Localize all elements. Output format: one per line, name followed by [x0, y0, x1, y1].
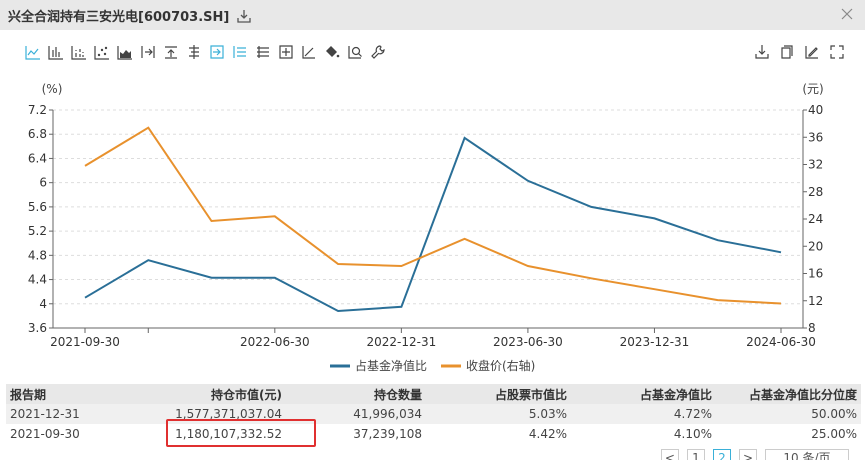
page-size-select[interactable]: 10 条/页 [765, 449, 849, 460]
cell-report-date: 2021-12-31 [6, 404, 126, 424]
cell-nav-ratio: 4.10% [571, 424, 716, 444]
download-icon[interactable] [237, 8, 251, 23]
y-right-tick-label: 32 [808, 158, 823, 172]
holdings-table: 报告期 持仓市值(元) 持仓数量 占股票市值比 占基金净值比 占基金净值比分位度… [6, 384, 861, 444]
align-top-icon[interactable] [162, 44, 179, 61]
series-line [84, 126, 782, 305]
cell-market-value: 1,180,107,332.52 [126, 424, 286, 444]
save-download-icon[interactable] [753, 44, 770, 61]
cell-market-value: 1,577,371,037.04 [126, 404, 286, 424]
fullscreen-icon[interactable] [828, 44, 845, 61]
y-tick-label: 4 [39, 297, 47, 311]
x-tick-label: 2023-12-31 [620, 335, 690, 349]
cell-nav-percentile: 25.00% [716, 424, 861, 444]
y-axis-label: (%) [42, 82, 63, 96]
bar-chart-icon[interactable] [47, 44, 64, 61]
legend-label: 占基金净值比 [355, 358, 427, 373]
y-right-tick-label: 24 [808, 212, 823, 226]
line-chart: 7.2 6.8 6.4 6 5.6 5.2 4.8 4.4 4 3.6 40 36 32 28 24 20 16… [28, 82, 824, 373]
legend-label: 收盘价(右轴) [466, 358, 535, 373]
y-right-tick-label: 12 [808, 294, 823, 308]
page-1-button[interactable]: 1 [686, 449, 705, 460]
list-active-icon[interactable] [231, 44, 248, 61]
y-tick-label: 4.4 [28, 273, 47, 287]
col-report-date[interactable]: 报告期 [6, 384, 126, 404]
y-right-tick-label: 20 [808, 239, 823, 253]
y-right-tick-label: 36 [808, 130, 823, 144]
copy-icon[interactable] [778, 44, 795, 61]
list-icon[interactable] [254, 44, 271, 61]
col-stock-ratio[interactable]: 占股票市值比 [426, 384, 571, 404]
table-header-row: 报告期 持仓市值(元) 持仓数量 占股票市值比 占基金净值比 占基金净值比分位度 [6, 384, 861, 404]
y-tick-label: 6.8 [28, 127, 47, 141]
table-row[interactable]: 2021-12-31 1,577,371,037.04 41,996,034 5… [6, 404, 861, 424]
y-right-axis-label: (元) [802, 82, 823, 96]
col-quantity[interactable]: 持仓数量 [286, 384, 426, 404]
window-title: 兴全合润持有三安光电[600703.SH] [8, 9, 230, 25]
x-tick-label: 2022-06-30 [240, 335, 310, 349]
cell-stock-ratio: 4.42% [426, 424, 571, 444]
y-right-tick-label: 40 [808, 103, 823, 117]
y-tick-label: 6.4 [28, 151, 47, 165]
area-chart-icon[interactable] [116, 44, 133, 61]
table-row[interactable]: 2021-09-30 1,180,107,332.52 37,239,108 4… [6, 424, 861, 444]
cell-stock-ratio: 5.03% [426, 404, 571, 424]
add-box-icon[interactable] [277, 44, 294, 61]
page-2-button[interactable]: 2 [712, 449, 731, 460]
align-right-active-icon[interactable] [208, 44, 225, 61]
chart-toolbar [24, 42, 386, 62]
fill-bucket-icon[interactable] [323, 44, 340, 61]
align-right-icon[interactable] [139, 44, 156, 61]
y-tick-label: 3.6 [28, 321, 47, 335]
line-chart-icon[interactable] [24, 44, 41, 61]
chart-toolbar-right [753, 42, 845, 62]
col-nav-ratio[interactable]: 占基金净值比 [571, 384, 716, 404]
cell-quantity: 41,996,034 [286, 404, 426, 424]
stacked-bar-icon[interactable] [70, 44, 87, 61]
cell-report-date: 2021-09-30 [6, 424, 126, 444]
y-tick-label: 4.8 [28, 248, 47, 262]
next-page-button[interactable]: > [738, 449, 757, 460]
series-line [84, 136, 782, 313]
y-tick-label: 7.2 [28, 103, 47, 117]
center-axis-icon[interactable] [185, 44, 202, 61]
y-right-tick-label: 16 [808, 267, 823, 281]
cell-nav-percentile: 50.00% [716, 404, 861, 424]
title-bar: 兴全合润持有三安光电[600703.SH] [0, 0, 865, 30]
x-tick-label: 2024-06-30 [746, 335, 816, 349]
x-tick-label: 2023-06-30 [493, 335, 563, 349]
y-right-tick-label: 28 [808, 185, 823, 199]
col-market-value[interactable]: 持仓市值(元) [126, 384, 286, 404]
y-tick-label: 6 [39, 176, 47, 190]
zoom-search-icon[interactable] [346, 44, 363, 61]
pagination: < 1 2 > 10 条/页 [660, 449, 849, 460]
axis-pencil-icon[interactable] [300, 44, 317, 61]
col-nav-percentile[interactable]: 占基金净值比分位度 [716, 384, 861, 404]
x-tick-label: 2022-12-31 [366, 335, 436, 349]
wrench-icon[interactable] [369, 44, 386, 61]
x-tick-label: 2021-09-30 [50, 335, 120, 349]
close-icon[interactable] [839, 6, 855, 22]
scatter-icon[interactable] [93, 44, 110, 61]
y-tick-label: 5.2 [28, 224, 47, 238]
prev-page-button[interactable]: < [660, 449, 679, 460]
cell-quantity: 37,239,108 [286, 424, 426, 444]
edit-icon[interactable] [803, 44, 820, 61]
cell-nav-ratio: 4.72% [571, 404, 716, 424]
y-tick-label: 5.6 [28, 200, 47, 214]
y-right-tick-label: 8 [808, 321, 816, 335]
